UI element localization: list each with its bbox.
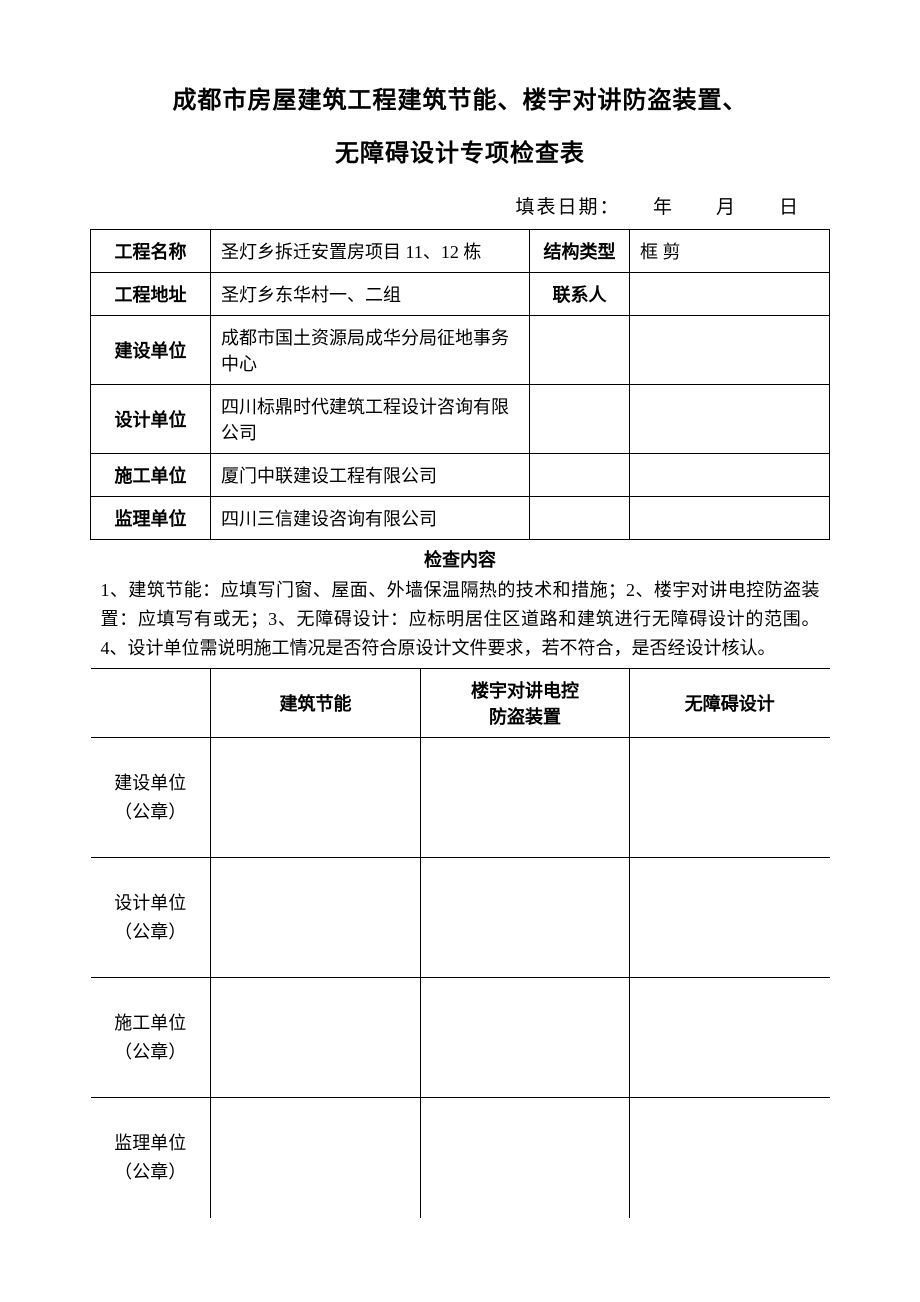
value-structure-type: 框 剪 xyxy=(630,230,830,273)
value-project-name: 圣灯乡拆迁安置房项目 11、12 栋 xyxy=(211,230,530,273)
check-content-title: 检查内容 xyxy=(101,546,820,572)
check-content-row: 检查内容 1、建筑节能：应填写门窗、屋面、外墙保温隔热的技术和措施；2、楼宇对讲… xyxy=(91,540,830,669)
grid-header-accessible: 无障碍设计 xyxy=(630,669,830,738)
stamp-label-construction: 建设单位 （公章） xyxy=(91,738,211,858)
label-blank-2 xyxy=(530,316,630,385)
stamp-cell-construction-accessible xyxy=(630,738,830,858)
label-blank-5 xyxy=(530,497,630,540)
fill-date-line: 填表日期： 年 月 日 xyxy=(90,192,830,219)
value-blank-5 xyxy=(630,497,830,540)
grid-header-row: 建筑节能 楼宇对讲电控 防盗装置 无障碍设计 xyxy=(91,669,830,738)
stamp-label-supervision-line1: 监理单位 xyxy=(114,1133,186,1153)
grid-header-blank xyxy=(91,669,211,738)
label-project-address: 工程地址 xyxy=(91,273,211,316)
label-supervision-unit: 监理单位 xyxy=(91,497,211,540)
info-row-project-name: 工程名称 圣灯乡拆迁安置房项目 11、12 栋 结构类型 框 剪 xyxy=(91,230,830,273)
info-row-build-unit: 施工单位 厦门中联建设工程有限公司 xyxy=(91,454,830,497)
stamp-label-supervision-line2: （公章） xyxy=(114,1162,186,1182)
value-design-unit: 四川标鼎时代建筑工程设计咨询有限公司 xyxy=(211,385,530,454)
info-row-project-address: 工程地址 圣灯乡东华村一、二组 联系人 xyxy=(91,273,830,316)
label-contact: 联系人 xyxy=(530,273,630,316)
grid-header-energy: 建筑节能 xyxy=(211,669,421,738)
document-title-line1: 成都市房屋建筑工程建筑节能、楼宇对讲防盗装置、 xyxy=(90,80,830,115)
label-project-name: 工程名称 xyxy=(91,230,211,273)
grid-header-intercom-line1: 楼宇对讲电控 xyxy=(471,681,579,701)
value-build-unit: 厦门中联建设工程有限公司 xyxy=(211,454,530,497)
value-blank-4 xyxy=(630,454,830,497)
stamp-cell-build-intercom xyxy=(421,978,630,1098)
stamp-label-design-line1: 设计单位 xyxy=(114,893,186,913)
stamp-cell-design-intercom xyxy=(421,858,630,978)
label-blank-4 xyxy=(530,454,630,497)
stamp-cell-construction-energy xyxy=(211,738,421,858)
stamp-label-build-line1: 施工单位 xyxy=(114,1013,186,1033)
stamp-cell-supervision-energy xyxy=(211,1098,421,1218)
stamp-label-design-line2: （公章） xyxy=(114,922,186,942)
info-row-supervision-unit: 监理单位 四川三信建设咨询有限公司 xyxy=(91,497,830,540)
stamp-cell-build-accessible xyxy=(630,978,830,1098)
stamp-label-build: 施工单位 （公章） xyxy=(91,978,211,1098)
check-content-body: 1、建筑节能：应填写门窗、屋面、外墙保温隔热的技术和措施；2、楼宇对讲电控防盗装… xyxy=(101,576,820,662)
label-blank-3 xyxy=(530,385,630,454)
stamp-cell-design-energy xyxy=(211,858,421,978)
document-title-line2: 无障碍设计专项检查表 xyxy=(90,133,830,168)
inspection-table: 工程名称 圣灯乡拆迁安置房项目 11、12 栋 结构类型 框 剪 工程地址 圣灯… xyxy=(90,229,830,1218)
value-contact xyxy=(630,273,830,316)
grid-header-intercom-line2: 防盗装置 xyxy=(489,707,561,727)
stamp-row-design: 设计单位 （公章） xyxy=(91,858,830,978)
stamp-cell-construction-intercom xyxy=(421,738,630,858)
value-blank-2 xyxy=(630,316,830,385)
value-construction-unit: 成都市国土资源局成华分局征地事务中心 xyxy=(211,316,530,385)
stamp-label-construction-line2: （公章） xyxy=(114,802,186,822)
stamp-row-construction: 建设单位 （公章） xyxy=(91,738,830,858)
stamp-row-supervision: 监理单位 （公章） xyxy=(91,1098,830,1218)
stamp-cell-supervision-accessible xyxy=(630,1098,830,1218)
stamp-label-design: 设计单位 （公章） xyxy=(91,858,211,978)
label-design-unit: 设计单位 xyxy=(91,385,211,454)
stamp-label-supervision: 监理单位 （公章） xyxy=(91,1098,211,1218)
stamp-cell-build-energy xyxy=(211,978,421,1098)
label-structure-type: 结构类型 xyxy=(530,230,630,273)
value-project-address: 圣灯乡东华村一、二组 xyxy=(211,273,530,316)
grid-header-intercom: 楼宇对讲电控 防盗装置 xyxy=(421,669,630,738)
label-construction-unit: 建设单位 xyxy=(91,316,211,385)
info-row-design-unit: 设计单位 四川标鼎时代建筑工程设计咨询有限公司 xyxy=(91,385,830,454)
stamp-label-build-line2: （公章） xyxy=(114,1042,186,1062)
stamp-row-build: 施工单位 （公章） xyxy=(91,978,830,1098)
stamp-label-construction-line1: 建设单位 xyxy=(114,773,186,793)
value-blank-3 xyxy=(630,385,830,454)
stamp-cell-design-accessible xyxy=(630,858,830,978)
value-supervision-unit: 四川三信建设咨询有限公司 xyxy=(211,497,530,540)
label-build-unit: 施工单位 xyxy=(91,454,211,497)
info-row-construction-unit: 建设单位 成都市国土资源局成华分局征地事务中心 xyxy=(91,316,830,385)
stamp-cell-supervision-intercom xyxy=(421,1098,630,1218)
